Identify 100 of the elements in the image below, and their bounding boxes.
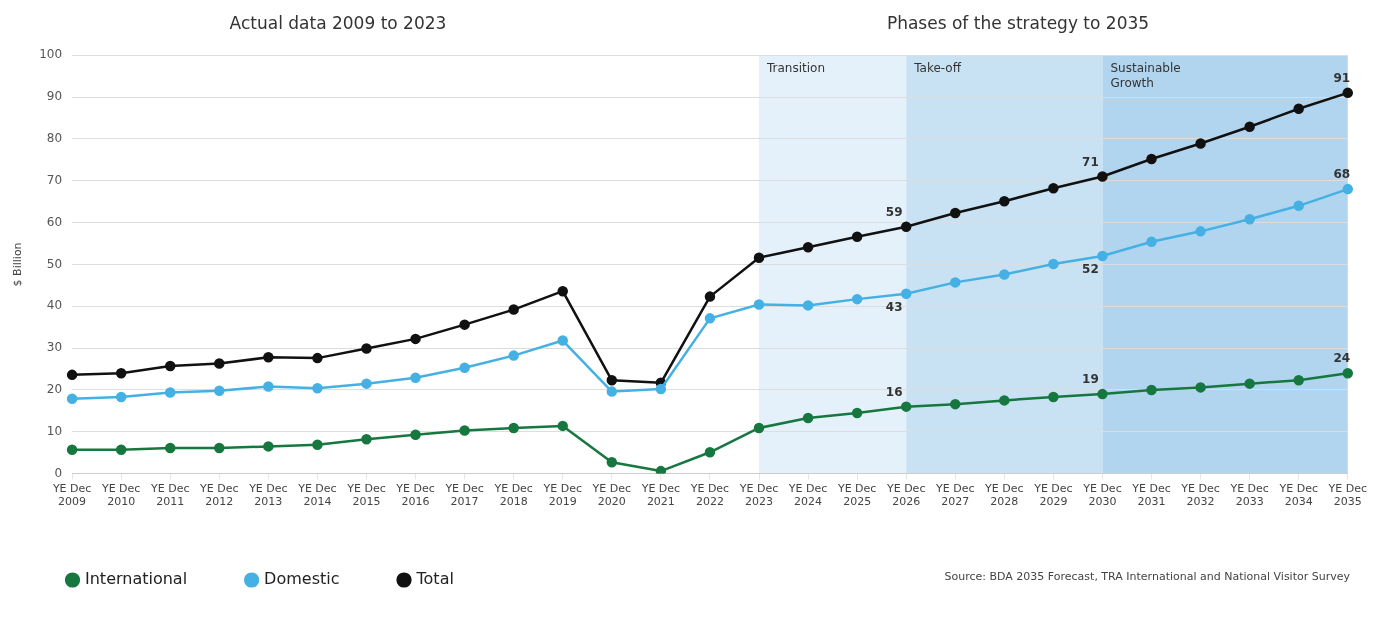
x-tick-label: YE Dec 2031 bbox=[1131, 482, 1171, 509]
data-label: 43 bbox=[885, 299, 903, 314]
point bbox=[1097, 250, 1108, 262]
x-tick-label: YE Dec 2011 bbox=[150, 482, 190, 509]
point bbox=[508, 350, 519, 361]
point bbox=[900, 221, 912, 232]
point bbox=[606, 457, 618, 468]
point bbox=[1244, 121, 1255, 132]
data-label: 91 bbox=[1333, 70, 1351, 85]
data-label: 71 bbox=[1082, 154, 1099, 169]
x-tick-label: YE Dec 2010 bbox=[100, 482, 141, 509]
point bbox=[459, 319, 470, 330]
data-label: 52 bbox=[1082, 262, 1099, 277]
point bbox=[1244, 378, 1255, 389]
point bbox=[950, 277, 961, 288]
point bbox=[999, 195, 1010, 207]
point bbox=[66, 444, 78, 455]
point bbox=[1195, 226, 1206, 237]
point bbox=[508, 422, 519, 434]
chart-title: Actual data 2009 to 2023 bbox=[228, 13, 448, 33]
x-tick-label: YE Dec 2013 bbox=[248, 482, 288, 509]
data-label: 59 bbox=[885, 204, 903, 219]
point bbox=[704, 313, 716, 324]
point bbox=[66, 369, 78, 381]
x-tick-label: YE Dec 2029 bbox=[1033, 482, 1073, 509]
point bbox=[950, 398, 961, 410]
point bbox=[1195, 382, 1206, 393]
point bbox=[263, 352, 274, 363]
point bbox=[802, 242, 814, 253]
legend-label: Domestic bbox=[264, 569, 340, 589]
point bbox=[704, 447, 716, 458]
source-note: Source: BDA 2035 Forecast, TRA International and National Visitor Survey bbox=[944, 570, 1350, 583]
point bbox=[1293, 200, 1304, 212]
y-tick-label: 70 bbox=[46, 172, 63, 187]
point bbox=[312, 352, 323, 364]
point bbox=[851, 293, 863, 305]
y-tick-label: 90 bbox=[46, 89, 63, 104]
point bbox=[753, 252, 765, 263]
point bbox=[1097, 388, 1108, 400]
point bbox=[802, 412, 814, 424]
x-tick-label: YE Dec 2009 bbox=[51, 482, 92, 509]
point bbox=[214, 385, 225, 397]
x-tick-label: YE Dec 2023 bbox=[738, 482, 779, 509]
band-label: Transition bbox=[766, 61, 826, 76]
x-tick-label: YE Dec 2024 bbox=[787, 482, 828, 509]
point bbox=[361, 343, 372, 354]
point bbox=[950, 207, 961, 219]
point bbox=[557, 285, 568, 297]
point bbox=[900, 288, 912, 299]
y-tick-label: 50 bbox=[46, 256, 63, 271]
point bbox=[1293, 375, 1304, 386]
band-label: Take-off bbox=[913, 61, 962, 76]
x-tick-label: YE Dec 2015 bbox=[346, 482, 386, 509]
point bbox=[900, 401, 912, 412]
x-tick-label: YE Dec 2025 bbox=[836, 482, 877, 509]
point bbox=[1146, 153, 1157, 165]
point bbox=[115, 444, 127, 455]
point bbox=[410, 372, 421, 384]
point bbox=[557, 420, 568, 432]
point bbox=[802, 300, 814, 311]
data-label: 24 bbox=[1333, 351, 1351, 366]
point bbox=[1048, 183, 1059, 194]
x-tick-label: YE Dec 2035 bbox=[1327, 482, 1367, 509]
data-label: 68 bbox=[1333, 167, 1351, 182]
x-tick-label: YE Dec 2027 bbox=[935, 482, 975, 509]
x-tick-label: YE Dec 2026 bbox=[885, 482, 926, 509]
y-tick-label: 0 bbox=[54, 465, 63, 480]
y-tick-label: 60 bbox=[46, 214, 63, 229]
x-tick-label: YE Dec 2014 bbox=[297, 482, 337, 509]
y-tick-label: 100 bbox=[39, 47, 63, 62]
y-tick-label: 40 bbox=[46, 298, 63, 313]
data-label: 19 bbox=[1082, 372, 1099, 387]
x-tick-label: YE Dec 2021 bbox=[640, 482, 681, 509]
point bbox=[312, 383, 323, 394]
point bbox=[557, 335, 568, 346]
point bbox=[164, 442, 176, 454]
point bbox=[704, 291, 716, 302]
point bbox=[655, 465, 667, 474]
point bbox=[1244, 213, 1255, 225]
x-tick-label: YE Dec 2022 bbox=[689, 482, 730, 509]
point bbox=[753, 299, 765, 310]
point bbox=[1048, 391, 1059, 403]
y-axis-title: $ Billion bbox=[11, 242, 25, 287]
point bbox=[1146, 236, 1157, 248]
x-tick-label: YE Dec 2033 bbox=[1229, 482, 1269, 509]
point bbox=[164, 360, 176, 372]
x-tick-label: YE Dec 2012 bbox=[199, 482, 239, 509]
point bbox=[999, 395, 1010, 406]
point bbox=[999, 269, 1010, 280]
point bbox=[115, 367, 127, 379]
point bbox=[361, 434, 372, 445]
point bbox=[1342, 367, 1354, 379]
point bbox=[753, 422, 765, 434]
data-label: 16 bbox=[885, 384, 903, 399]
point bbox=[1195, 138, 1206, 149]
legend-label: International bbox=[85, 569, 188, 589]
legend-label: Total bbox=[415, 569, 454, 589]
y-tick-label: 20 bbox=[46, 382, 63, 397]
point bbox=[1342, 183, 1354, 195]
point bbox=[1342, 87, 1354, 99]
